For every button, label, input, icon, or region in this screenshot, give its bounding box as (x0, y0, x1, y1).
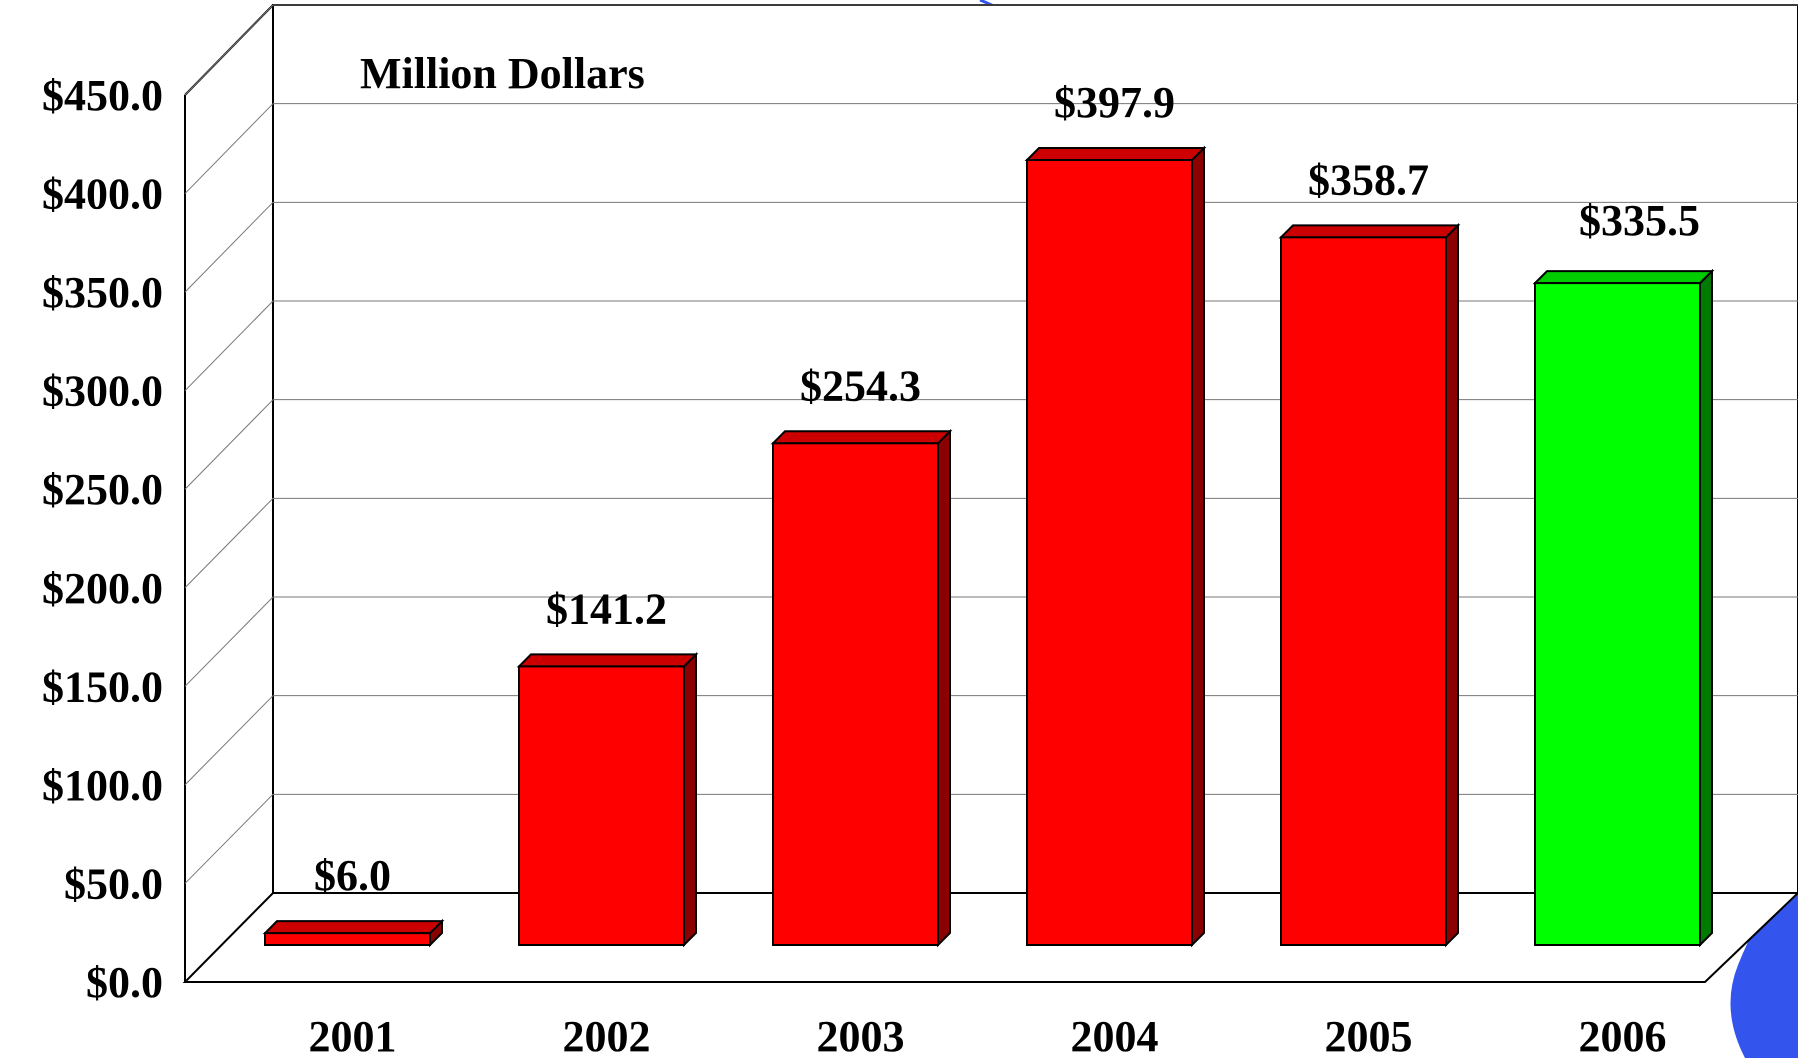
bar-top (262, 920, 445, 935)
data-labels: $6.0 $141.2 $254.3 $397.9 $358.7 $335.5 (314, 78, 1700, 900)
x-tick-label: 2003 (817, 1012, 905, 1058)
bar-side (1445, 222, 1459, 948)
gridline-side (184, 399, 274, 490)
y-tick-label: $350.0 (42, 268, 163, 317)
data-label: $335.5 (1579, 196, 1700, 245)
data-label: $6.0 (314, 851, 391, 900)
y-tick-label: $450.0 (42, 71, 163, 120)
x-tick-label: 2006 (1579, 1012, 1667, 1058)
y-tick-label: $250.0 (42, 465, 163, 514)
data-label: $141.2 (546, 584, 667, 633)
bar-side (937, 428, 951, 948)
bar-top (516, 653, 699, 668)
gridline-side (184, 497, 274, 589)
bar-front (518, 665, 685, 946)
y-tick-label: $150.0 (42, 662, 163, 711)
y-axis-ticks: $0.0 $50.0 $100.0 $150.0 $200.0 $250.0 $300.0 $… (42, 71, 163, 1007)
x-axis-labels: 2001 2002 2003 2004 2005 2006 (309, 1012, 1667, 1058)
unit-label: Million Dollars (360, 49, 645, 98)
bar-top (1024, 147, 1207, 161)
gridline-side (184, 793, 274, 884)
data-label: $254.3 (800, 361, 921, 410)
gridline-side (184, 596, 274, 687)
bar-2006 (1532, 268, 1715, 948)
bar-side (1699, 268, 1713, 948)
bar-2003 (770, 428, 953, 948)
y-tick-label: $0.0 (86, 958, 163, 1007)
y-tick-label: $200.0 (42, 564, 163, 613)
gridline-side (184, 300, 274, 392)
bar-front (1534, 282, 1701, 946)
bar-top (1532, 270, 1715, 285)
x-tick-label: 2005 (1325, 1012, 1413, 1058)
bar-top (1278, 224, 1461, 239)
y-tick-label: $50.0 (64, 859, 163, 908)
bar-front (1026, 159, 1193, 946)
x-tick-label: 2004 (1071, 1012, 1159, 1058)
bar-front (1280, 236, 1447, 947)
bar-2002 (516, 652, 699, 948)
bar-2005 (1278, 222, 1461, 948)
x-tick-label: 2002 (563, 1012, 651, 1058)
bar-2001 (262, 918, 445, 948)
gridline-side (184, 201, 274, 293)
y-tick-label: $300.0 (42, 367, 163, 416)
bar-top (770, 430, 953, 445)
bar-2004 (1024, 145, 1207, 948)
bar-front (264, 932, 431, 946)
y-tick-label: $400.0 (42, 170, 163, 219)
x-tick-label: 2001 (309, 1012, 397, 1058)
bar-front (772, 442, 939, 946)
bar-side (1191, 145, 1205, 948)
data-label: $397.9 (1054, 78, 1175, 127)
gridline-side (184, 695, 274, 786)
gridline-side (184, 4, 274, 96)
bars (262, 145, 1715, 948)
y-tick-label: $100.0 (42, 761, 163, 810)
data-label: $358.7 (1308, 155, 1429, 204)
gridline-side (184, 103, 274, 194)
bar-side (683, 652, 697, 948)
